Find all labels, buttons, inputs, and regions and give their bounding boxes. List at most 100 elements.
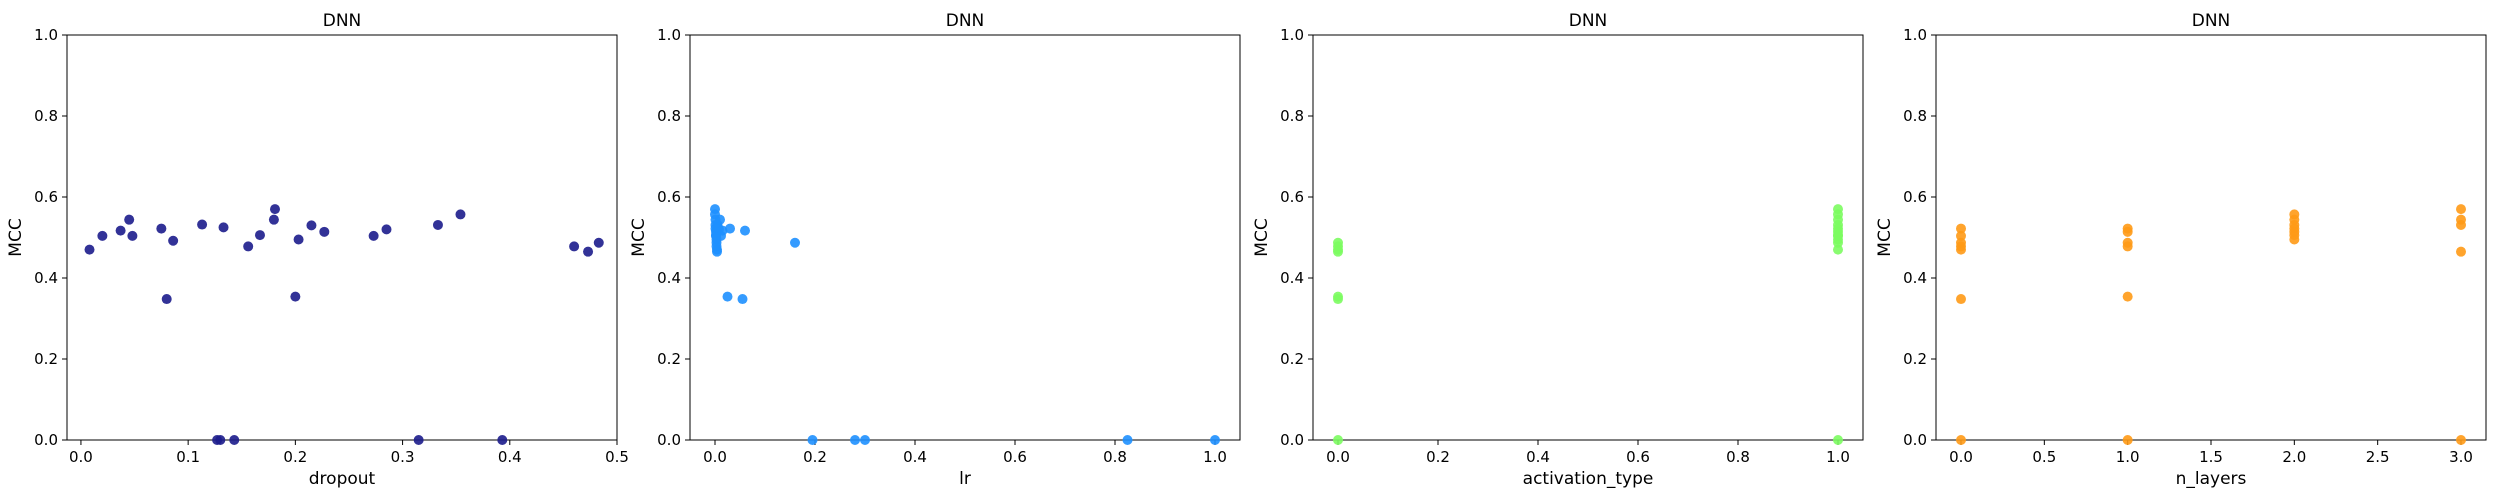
data-point [850, 435, 860, 445]
x-axis-label: activation_type [1523, 469, 1654, 489]
data-point [156, 223, 167, 234]
y-axis-label: MCC [6, 218, 26, 256]
x-tick-label: 1.0 [1203, 448, 1227, 466]
data-point [432, 219, 443, 230]
x-tick-label: 0.8 [1726, 448, 1750, 466]
x-tick-label: 0.3 [391, 448, 415, 466]
y-tick-label: 0.0 [34, 431, 58, 449]
data-point [168, 235, 179, 246]
y-tick-label: 1.0 [1903, 26, 1927, 44]
y-tick-label: 0.0 [1280, 431, 1304, 449]
y-tick-label: 0.8 [1903, 107, 1927, 125]
data-point [807, 435, 818, 445]
data-point [1956, 244, 1966, 255]
y-tick-label: 0.6 [1280, 188, 1304, 206]
plot-frame [1312, 34, 1864, 441]
chart-title: DNN [946, 11, 985, 31]
x-tick-label: 0.5 [2032, 448, 2056, 466]
x-axis-label: n_layers [2176, 469, 2247, 489]
chart-panel-1: DNN 0.0 0.1 0.2 0.3 0.4 0.5 0.0 0.2 0.4 0.6 0.8 1.0 d… [6, 11, 629, 489]
x-tick-label: 0.2 [1426, 448, 1450, 466]
chart-panel-2: DNN 0.0 0.2 0.4 0.6 0.8 1.0 0.0 0.2 0.4 0.6 0.8 1.0 l… [629, 11, 1241, 489]
data-point [712, 246, 722, 257]
data-point [569, 241, 580, 252]
y-tick-label: 0.8 [657, 107, 681, 125]
x-tick-label: 0.5 [605, 448, 629, 466]
data-point [413, 435, 424, 445]
x-tick-label: 0.2 [283, 448, 307, 466]
data-point [1956, 223, 1966, 234]
y-tick-label: 1.0 [657, 26, 681, 44]
data-point [1833, 244, 1843, 255]
data-point [161, 294, 172, 305]
data-point [197, 219, 208, 230]
plot-frame [1935, 34, 2487, 441]
data-point [368, 230, 379, 241]
x-tick-label: 0.6 [1003, 448, 1027, 466]
data-point [722, 291, 733, 302]
data-point [2289, 234, 2300, 245]
data-point [2456, 204, 2466, 215]
data-point [790, 237, 800, 248]
data-point [860, 435, 870, 445]
data-point [717, 225, 728, 236]
y-tick-label: 0.2 [1280, 350, 1304, 368]
data-point [1833, 435, 1843, 445]
data-point [290, 291, 301, 302]
x-tick-label: 0.0 [1326, 448, 1350, 466]
y-tick-label: 0.2 [34, 350, 58, 368]
y-tick-label: 0.2 [657, 350, 681, 368]
y-tick-label: 0.4 [657, 269, 681, 287]
data-point [268, 214, 279, 225]
data-point [1333, 294, 1343, 305]
data-point [1956, 435, 1966, 445]
data-point [269, 204, 280, 215]
data-point [2122, 291, 2133, 302]
y-tick-label: 0.8 [34, 107, 58, 125]
data-point [84, 244, 95, 255]
y-axis-label: MCC [629, 218, 649, 256]
x-tick-label: 0.2 [803, 448, 827, 466]
x-tick-label: 1.0 [2116, 448, 2140, 466]
data-point [497, 435, 508, 445]
data-point [293, 234, 304, 245]
data-point [319, 226, 330, 237]
y-tick-label: 0.0 [1903, 431, 1927, 449]
y-tick-label: 0.6 [34, 188, 58, 206]
x-tick-label: 2.5 [2366, 448, 2390, 466]
y-tick-label: 1.0 [34, 26, 58, 44]
data-point [1210, 435, 1220, 445]
data-point [1833, 237, 1843, 248]
x-tick-label: 0.8 [1103, 448, 1127, 466]
x-tick-label: 3.0 [2449, 448, 2473, 466]
data-point [127, 230, 138, 241]
data-point [2122, 226, 2133, 237]
x-tick-label: 0.0 [703, 448, 727, 466]
y-tick-label: 0.0 [657, 431, 681, 449]
y-tick-label: 0.4 [1903, 269, 1927, 287]
data-point [254, 230, 265, 241]
y-tick-label: 1.0 [1280, 26, 1304, 44]
data-point [725, 223, 735, 234]
data-point [583, 246, 594, 257]
data-point [455, 209, 466, 220]
chart-panel-4: DNN 0.0 0.5 1.0 1.5 2.0 2.5 3.0 0.0 0.2 0.4 0.6 0.8 1… [1875, 11, 2487, 489]
data-point [740, 225, 750, 236]
y-tick-label: 0.6 [657, 188, 681, 206]
y-axis-label: MCC [1875, 218, 1895, 256]
data-point [593, 237, 604, 248]
data-point [124, 214, 135, 225]
y-tick-label: 0.4 [1280, 269, 1304, 287]
data-point [1956, 294, 1966, 305]
x-tick-label: 0.6 [1626, 448, 1650, 466]
data-point [115, 225, 126, 236]
x-tick-label: 2.0 [2282, 448, 2306, 466]
data-point [737, 294, 748, 305]
data-point [1122, 435, 1133, 445]
plot-frame [66, 34, 618, 441]
chart-title: DNN [1569, 11, 1608, 31]
data-point [2456, 435, 2466, 445]
data-point [229, 435, 240, 445]
y-tick-label: 0.8 [1280, 107, 1304, 125]
data-point [2456, 219, 2466, 230]
